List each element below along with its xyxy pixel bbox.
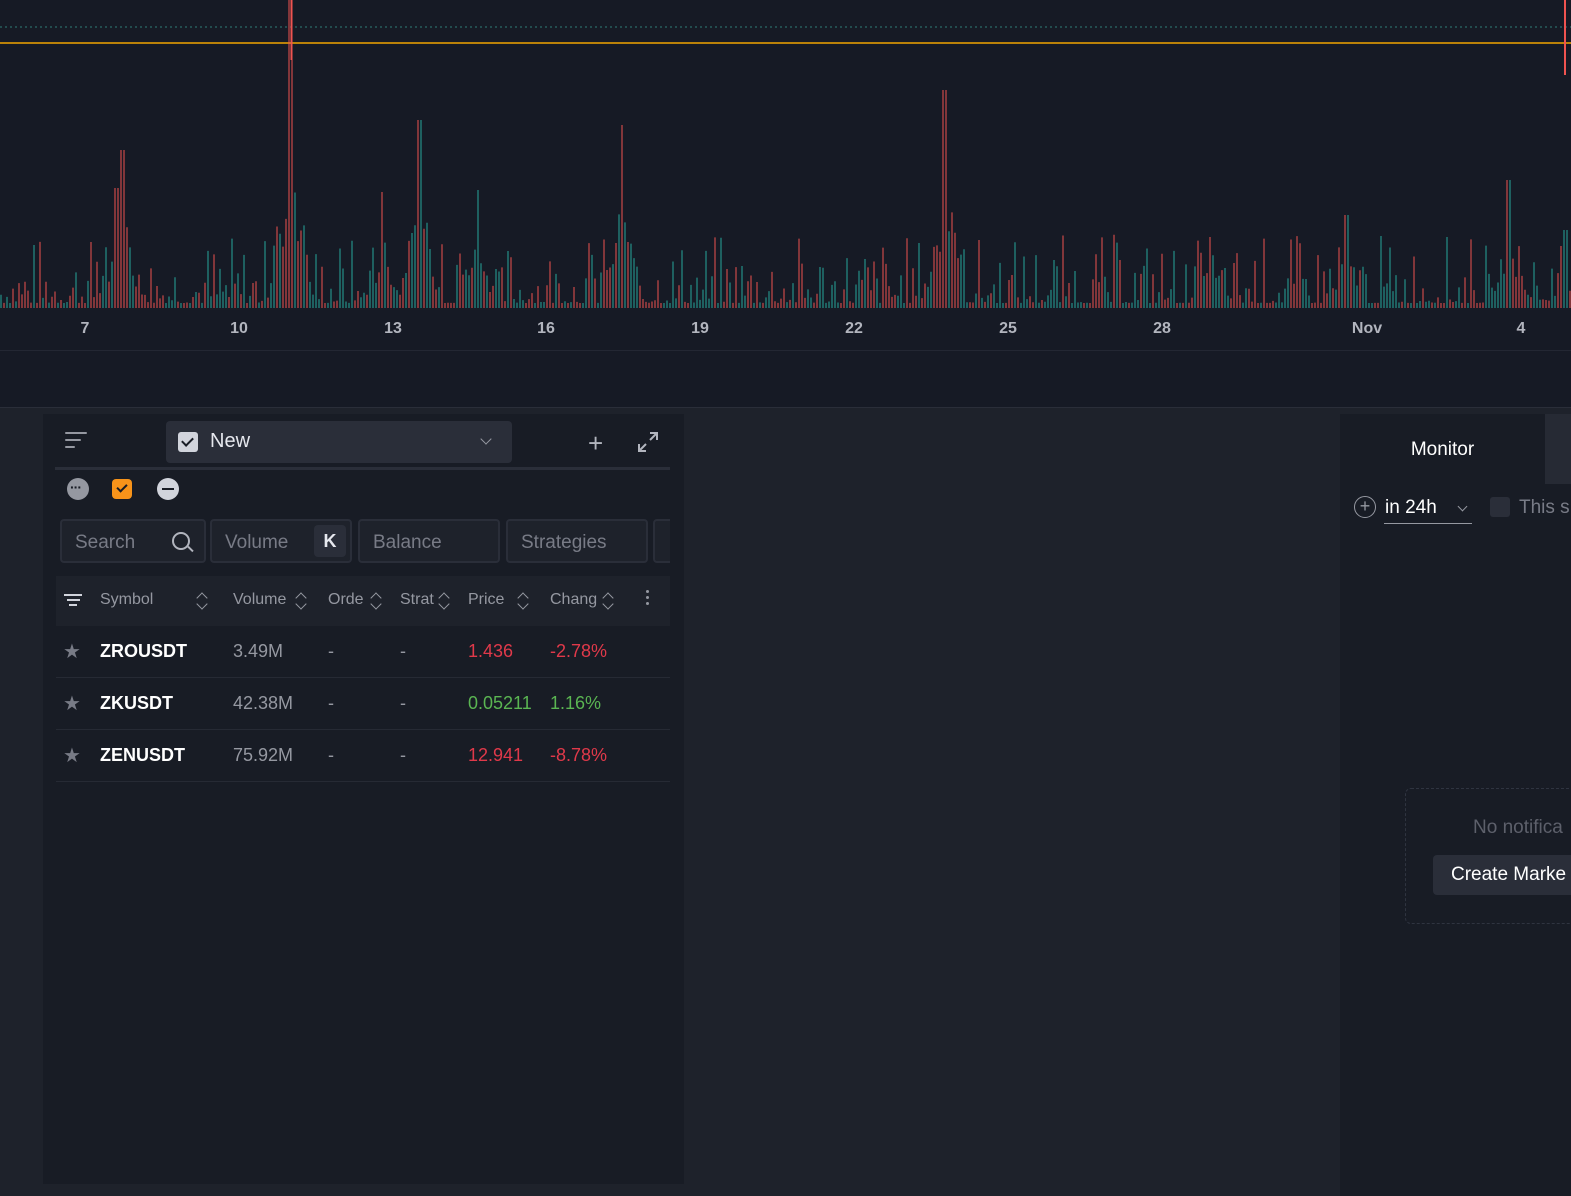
sort-price-icon[interactable]: [516, 591, 530, 613]
row-price: 0.05211: [468, 693, 532, 713]
volume-placeholder: Volume: [225, 532, 289, 553]
col-change[interactable]: Chang: [550, 591, 598, 608]
row-symbol: ZROUSDT: [100, 641, 187, 661]
col-strategies[interactable]: Strat: [400, 591, 434, 608]
table-header: Symbol Volume Orde Strat Price Chang: [56, 576, 670, 626]
table-row[interactable]: ★ ZENUSDT 75.92M - - 12.941 -8.78%: [56, 730, 670, 782]
volume-filter-input[interactable]: Volume K: [210, 519, 352, 563]
more-filter-input[interactable]: [653, 519, 670, 563]
watchlist-table: Symbol Volume Orde Strat Price Chang ★ Z…: [56, 576, 670, 782]
search-input[interactable]: Search: [60, 519, 206, 563]
col-volume[interactable]: Volume: [233, 591, 287, 608]
x-axis: 7 10 13 16 19 22 25 28 Nov 4: [0, 310, 1571, 350]
row-change: -8.78%: [550, 745, 608, 765]
time-filter-select[interactable]: in 24h: [1384, 494, 1472, 524]
tab-next[interactable]: [1545, 414, 1571, 484]
chart-area[interactable]: 7 10 13 16 19 22 25 28 Nov 4: [0, 0, 1571, 350]
table-row[interactable]: ★ ZKUSDT 42.38M - - 0.05211 1.16%: [56, 678, 670, 730]
row-change: -2.78%: [550, 641, 608, 661]
checked-filter-icon[interactable]: [112, 479, 132, 499]
row-orders: -: [328, 745, 334, 765]
volume-unit-button[interactable]: K: [314, 525, 346, 557]
row-symbol: ZENUSDT: [100, 745, 185, 765]
strategies-filter-input[interactable]: Strategies: [506, 519, 648, 563]
x-tick-label: 10: [230, 320, 248, 337]
volume-histogram: [0, 0, 1571, 308]
empty-text: No notifica: [1473, 817, 1563, 838]
chart-bottom-strip: [0, 350, 1571, 408]
sort-orders-icon[interactable]: [369, 591, 383, 613]
x-tick-label: Nov: [1351, 320, 1383, 337]
x-tick-label: 16: [537, 320, 555, 337]
search-icon: [172, 532, 190, 550]
create-alert-button[interactable]: Create Marke: [1433, 855, 1571, 895]
sort-symbol-icon[interactable]: [195, 591, 209, 613]
star-icon[interactable]: ★: [63, 693, 81, 715]
row-orders: -: [328, 693, 334, 713]
row-orders: -: [328, 641, 334, 661]
row-change: 1.16%: [550, 693, 602, 713]
x-tick-label: 4: [1516, 320, 1526, 337]
col-symbol[interactable]: Symbol: [100, 591, 154, 608]
chat-icon[interactable]: [67, 478, 89, 500]
add-list-button[interactable]: +: [588, 428, 604, 458]
menu-icon[interactable]: [65, 432, 89, 454]
sort-change-icon[interactable]: [601, 591, 615, 613]
time-filter-value: in 24h: [1385, 497, 1437, 518]
col-orders[interactable]: Orde: [328, 591, 364, 608]
chevron-down-icon: [1457, 501, 1468, 512]
watchlist-panel: New + Search Volume K Balance Strategies: [43, 414, 684, 1184]
watchlist-header: New +: [55, 418, 670, 470]
row-volume: 42.38M: [233, 693, 294, 713]
star-icon[interactable]: ★: [63, 641, 81, 663]
strategies-placeholder: Strategies: [521, 532, 607, 553]
table-row[interactable]: ★ ZROUSDT 3.49M - - 1.436 -2.78%: [56, 626, 670, 678]
list-checkbox-icon: [178, 432, 198, 452]
row-price: 12.941: [468, 745, 524, 765]
balance-placeholder: Balance: [373, 532, 442, 553]
row-symbol: ZKUSDT: [100, 693, 173, 713]
column-menu-icon[interactable]: [646, 590, 652, 610]
filter-bar: Search Volume K Balance Strategies: [56, 514, 670, 568]
col-price[interactable]: Price: [468, 591, 505, 608]
x-tick-label: 13: [384, 320, 402, 337]
balance-filter-input[interactable]: Balance: [358, 519, 500, 563]
column-filter-icon[interactable]: [64, 594, 82, 608]
chevron-down-icon: [480, 433, 492, 445]
x-tick-label: 22: [845, 320, 863, 337]
sort-strategies-icon[interactable]: [437, 591, 451, 613]
row-price: 1.436: [468, 641, 514, 661]
row-strategies: -: [400, 745, 406, 765]
empty-notifications: No notifica Create Marke: [1405, 788, 1571, 924]
x-tick-label: 19: [691, 320, 709, 337]
row-volume: 75.92M: [233, 745, 294, 765]
x-tick-label: 25: [999, 320, 1017, 337]
expand-icon[interactable]: [636, 430, 660, 454]
list-selector[interactable]: New: [166, 421, 512, 463]
add-alert-icon[interactable]: +: [1354, 496, 1376, 518]
row-strategies: -: [400, 641, 406, 661]
minus-circle-icon[interactable]: [157, 478, 179, 500]
symbol-only-checkbox[interactable]: [1490, 497, 1510, 517]
monitor-panel: Monitor + in 24h This s No notifica Crea…: [1340, 414, 1571, 1196]
search-placeholder: Search: [75, 532, 136, 553]
star-icon[interactable]: ★: [63, 745, 81, 767]
tab-monitor[interactable]: Monitor: [1410, 439, 1475, 460]
symbol-only-label: This s: [1519, 497, 1570, 518]
sort-volume-icon[interactable]: [294, 591, 308, 613]
row-strategies: -: [400, 693, 406, 713]
x-tick-label: 28: [1153, 320, 1171, 337]
row-volume: 3.49M: [233, 641, 284, 661]
x-tick-label: 7: [80, 320, 90, 337]
list-name: New: [210, 430, 251, 452]
